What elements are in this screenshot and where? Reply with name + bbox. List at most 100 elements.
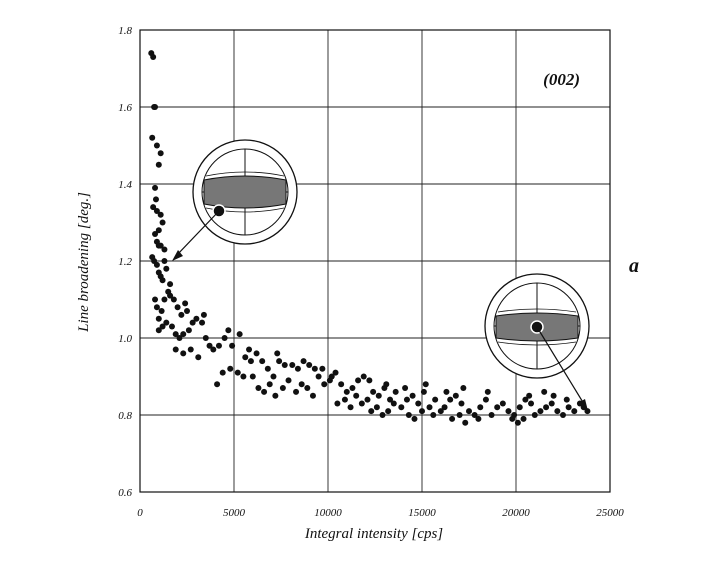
data-point	[398, 404, 405, 411]
data-point	[466, 408, 472, 415]
x-tick-label: 5000	[223, 507, 246, 519]
data-point	[482, 396, 489, 403]
data-point	[152, 104, 159, 110]
data-point	[563, 396, 570, 403]
data-point	[234, 369, 241, 376]
data-point	[522, 396, 529, 403]
data-point	[180, 350, 187, 357]
data-point	[565, 404, 572, 411]
data-point	[364, 396, 371, 403]
data-point	[430, 412, 437, 418]
data-point	[167, 292, 174, 299]
data-point	[494, 404, 501, 411]
y-tick-label: 1.6	[118, 102, 132, 114]
data-point	[375, 392, 382, 399]
data-point	[298, 381, 305, 388]
data-point	[274, 350, 281, 357]
data-point	[200, 311, 207, 318]
data-point	[246, 346, 253, 353]
data-point	[255, 385, 262, 392]
data-point	[488, 412, 495, 418]
data-point	[202, 335, 209, 341]
data-point	[157, 242, 164, 249]
data-point	[163, 319, 170, 326]
data-point	[155, 327, 162, 334]
data-point	[172, 346, 179, 353]
data-point	[187, 346, 194, 353]
data-point	[170, 296, 177, 303]
data-point	[185, 327, 192, 334]
data-point	[526, 392, 533, 399]
y-tick-label: 1.2	[118, 256, 132, 268]
data-point	[328, 373, 335, 380]
x-tick-label: 25000	[596, 507, 624, 519]
y-axis-label: Line broadening [deg.]	[76, 192, 92, 333]
data-point	[560, 412, 566, 418]
data-point	[261, 388, 268, 395]
data-point	[460, 385, 467, 392]
annotation-label: (002)	[543, 70, 580, 89]
data-point	[509, 415, 516, 422]
data-point	[285, 377, 292, 384]
data-point	[184, 308, 190, 315]
data-point	[249, 373, 256, 380]
inset-micrograph-right	[484, 273, 590, 411]
data-point	[219, 369, 226, 376]
data-point	[214, 381, 221, 388]
data-point	[541, 388, 548, 395]
data-point	[385, 408, 392, 415]
data-point	[332, 369, 339, 376]
data-point	[477, 404, 484, 411]
data-point	[387, 396, 394, 403]
data-point	[229, 342, 236, 349]
data-point	[343, 388, 350, 395]
data-point	[484, 388, 491, 395]
data-point	[456, 412, 463, 418]
data-point	[178, 311, 185, 318]
data-point	[168, 323, 175, 330]
x-tick-label: 10000	[314, 507, 342, 519]
data-point	[227, 365, 234, 372]
data-point	[452, 392, 459, 399]
x-axis-label: Integral intensity [cps]	[304, 526, 443, 542]
data-point	[443, 388, 450, 395]
data-point	[550, 392, 557, 399]
data-point	[355, 377, 362, 384]
data-point	[370, 388, 377, 395]
x-tick-labels: 0 5000 10000 15000 20000 25000	[137, 507, 624, 519]
x-tick-label: 20000	[502, 507, 530, 519]
y-tick-label: 0.6	[118, 487, 132, 499]
data-point	[537, 408, 544, 415]
data-point	[176, 335, 183, 341]
data-point	[157, 211, 164, 218]
data-point	[155, 315, 162, 322]
data-point	[422, 381, 429, 388]
data-point	[157, 150, 164, 157]
data-point	[163, 265, 170, 272]
data-point	[554, 408, 561, 415]
data-point	[153, 207, 160, 214]
data-point	[319, 365, 326, 372]
data-point	[403, 396, 410, 403]
data-point	[499, 400, 506, 407]
data-point	[152, 196, 159, 203]
data-point	[293, 388, 300, 395]
data-point	[210, 346, 217, 353]
data-point	[409, 392, 416, 399]
data-point	[161, 258, 168, 264]
data-point	[153, 261, 160, 268]
data-point	[225, 327, 232, 334]
data-point	[155, 227, 162, 234]
y-tick-label: 1.0	[118, 333, 132, 345]
data-point	[272, 392, 279, 399]
data-point	[341, 396, 348, 403]
data-point	[347, 404, 354, 411]
data-point	[300, 358, 307, 365]
data-point	[415, 400, 422, 407]
y-tick-label: 1.8	[118, 25, 132, 37]
data-point	[353, 392, 360, 399]
data-point	[311, 365, 318, 372]
data-point	[206, 342, 213, 349]
data-point	[411, 415, 418, 422]
data-point	[153, 142, 160, 149]
